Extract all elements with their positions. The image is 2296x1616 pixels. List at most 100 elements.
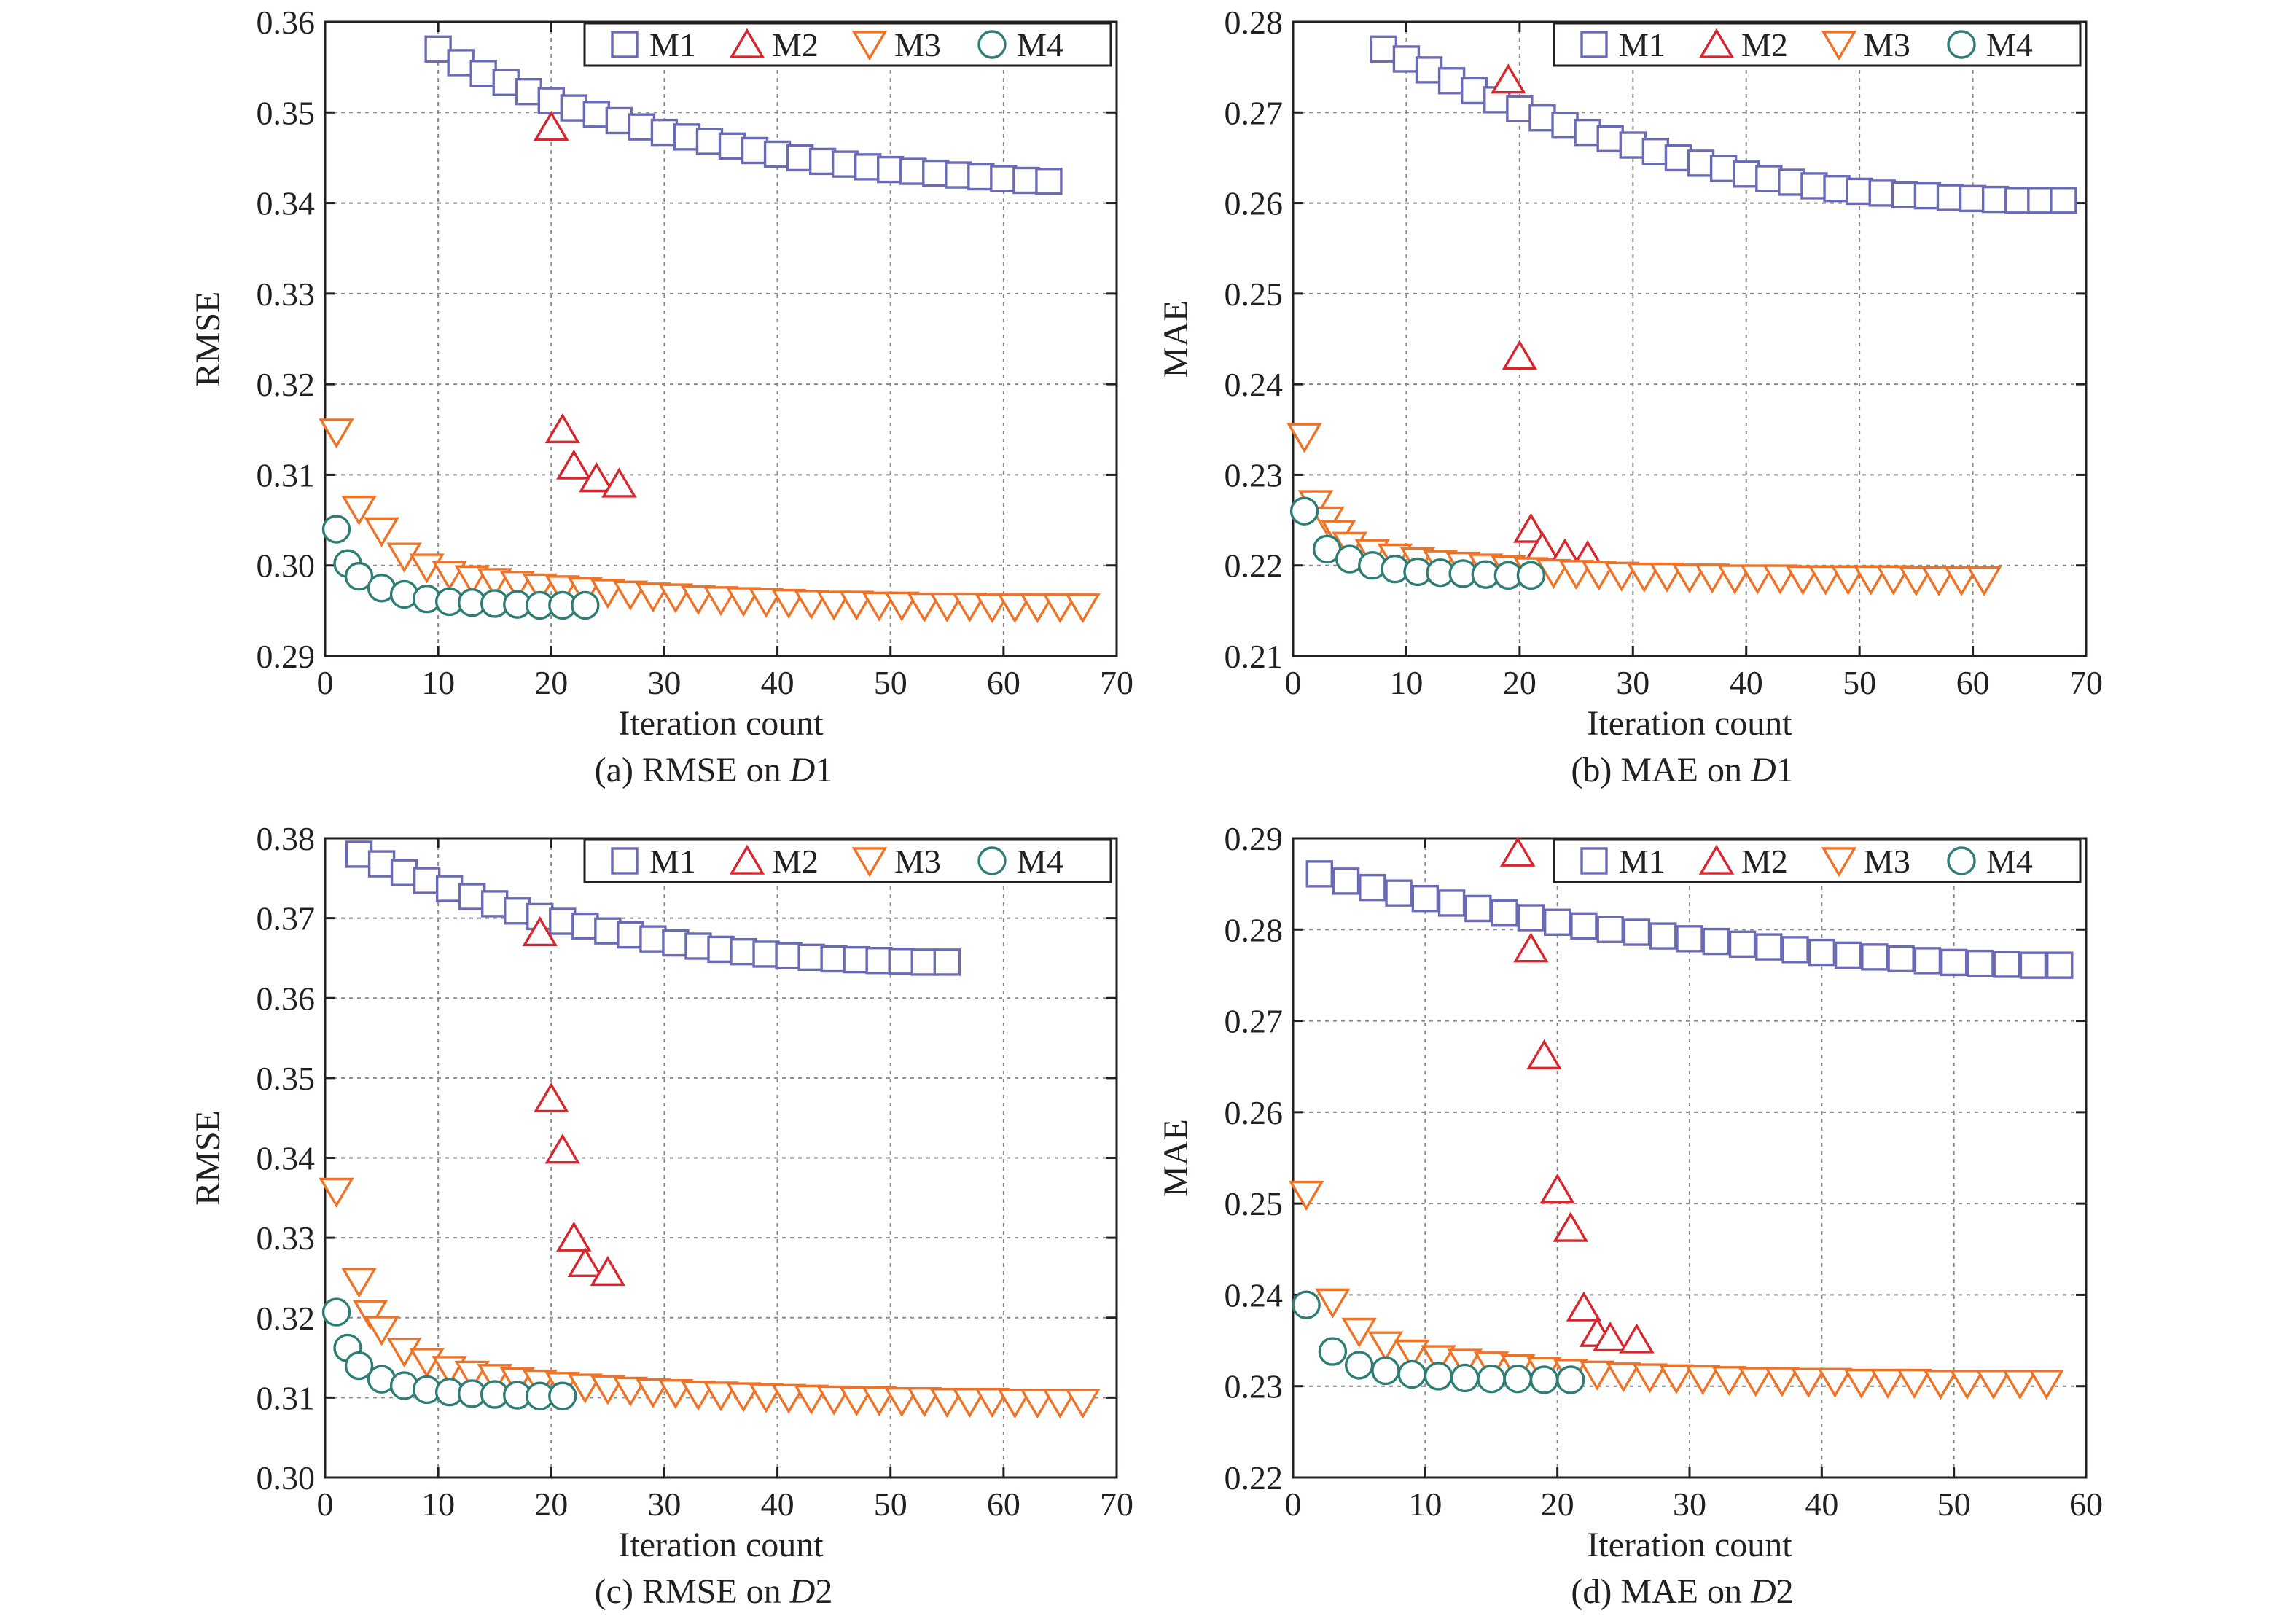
- data-point-M3: [1632, 1363, 1668, 1394]
- legend-label-M2: M2: [1741, 843, 1788, 880]
- data-point-M3: [1042, 593, 1078, 624]
- legend-box: [1553, 838, 2082, 883]
- data-point-M3: [1830, 565, 1866, 596]
- data-point-M1: [1936, 184, 1964, 211]
- data-point-M1: [1385, 879, 1413, 907]
- series-M4: [1292, 1290, 1585, 1394]
- data-point-M2: [601, 467, 637, 498]
- y-tick-label: 0.27: [1225, 94, 1284, 131]
- x-tick-label: 0: [317, 664, 334, 701]
- series-M4: [321, 515, 600, 620]
- data-point-M3: [635, 582, 671, 613]
- x-tick-label: 20: [1541, 1486, 1574, 1523]
- data-point-M1: [1305, 860, 1333, 888]
- data-point-M1: [1411, 884, 1440, 913]
- caption-text: (c) RMSE on: [595, 1572, 790, 1611]
- caption-dataset-letter: D: [1750, 1572, 1776, 1611]
- data-point-M1: [1887, 945, 1915, 973]
- x-tick-label: 30: [1673, 1486, 1706, 1523]
- data-point-M1: [1574, 118, 1601, 147]
- data-point-M1: [899, 157, 927, 185]
- data-point-M1: [718, 132, 746, 160]
- data-point-M1: [786, 144, 814, 172]
- data-point-M3: [2002, 1370, 2038, 1400]
- data-point-M1: [933, 948, 961, 976]
- chart-panel-c: 0 10 20 30 40 50 60 70 0.30 0.31 0.32 0.33 0.34 0.35 0…: [189, 820, 1133, 1611]
- x-tick-label: 40: [1730, 664, 1763, 701]
- data-point-M3: [748, 588, 784, 618]
- data-point-M1: [345, 840, 373, 868]
- data-point-M3: [1923, 1370, 1959, 1400]
- data-point-M1: [1800, 172, 1828, 200]
- legend-label-M2: M2: [1741, 26, 1788, 63]
- data-point-M1: [1778, 168, 1805, 196]
- x-axis-label: Iteration count: [1587, 1526, 1792, 1564]
- legend-marker-M4: [977, 30, 1007, 59]
- data-point-M1: [1415, 56, 1443, 84]
- y-tick-label: 0.23: [1225, 456, 1284, 493]
- data-point-M4: [1529, 1365, 1559, 1394]
- data-point-M3: [364, 1316, 399, 1346]
- data-point-M3: [1808, 565, 1843, 596]
- data-point-M3: [1711, 1366, 1747, 1397]
- data-point-M1: [865, 947, 893, 975]
- series-M4: [1289, 496, 1546, 590]
- series-M4: [321, 1297, 577, 1410]
- data-point-M3: [657, 583, 694, 614]
- data-point-M3: [612, 1376, 649, 1407]
- data-point-M3: [952, 1388, 988, 1418]
- data-point-M3: [454, 565, 490, 596]
- data-point-M4: [1318, 1337, 1348, 1366]
- chart-panels: 0 10 20 30 40 50 60 700.290.300.310.320.330.340…: [189, 4, 2103, 1611]
- data-point-M3: [319, 418, 354, 449]
- data-point-M1: [1664, 144, 1692, 172]
- chart-panel-a: 0 10 20 30 40 50 60 70 0.29 0.30 0.31 0.32 0.33 0.34 0…: [189, 4, 1133, 789]
- data-point-M2: [1526, 1039, 1562, 1069]
- y-axis-label: RMSE: [189, 292, 227, 387]
- data-point-M4: [1344, 1351, 1374, 1380]
- legend-marker-M2: [1698, 844, 1735, 875]
- legend-marker-M4: [1947, 30, 1976, 59]
- x-tick-label: 20: [534, 1486, 568, 1523]
- y-tick-label: 0.35: [257, 94, 316, 131]
- data-point-M3: [975, 593, 1010, 624]
- data-point-M3: [680, 585, 716, 616]
- legend-marker-M3: [851, 31, 888, 61]
- x-tick-label: 70: [2069, 664, 2103, 701]
- data-point-M3: [1581, 561, 1617, 591]
- caption-text: (d) MAE on: [1571, 1572, 1751, 1611]
- y-axis-label: MAE: [1157, 1119, 1195, 1197]
- data-point-M1: [1981, 185, 2010, 214]
- y-tick-label: 0.29: [1225, 820, 1284, 857]
- data-point-M3: [1943, 566, 1980, 596]
- y-tick-label: 0.35: [257, 1060, 316, 1097]
- data-point-M1: [1823, 174, 1851, 203]
- data-point-M1: [2050, 187, 2077, 214]
- data-point-M1: [967, 163, 995, 191]
- data-point-M1: [888, 948, 915, 975]
- y-tick-label: 0.32: [257, 366, 316, 403]
- data-point-M3: [793, 590, 829, 620]
- data-point-M1: [1641, 138, 1670, 165]
- data-point-M2: [1553, 1211, 1589, 1242]
- data-point-M3: [1604, 561, 1639, 592]
- data-point-M2: [1491, 63, 1526, 94]
- data-point-M1: [1392, 45, 1421, 73]
- data-point-M1: [537, 87, 565, 114]
- data-point-M1: [594, 917, 622, 945]
- data-point-M3: [1065, 1389, 1101, 1419]
- data-point-M3: [929, 1388, 965, 1418]
- series-M3: [319, 418, 1101, 624]
- chart-panel-b: 0 10 20 30 40 50 60 70 0.21 0.22 0.23 0.24 0.25 0.26 0…: [1157, 4, 2103, 789]
- legend-marker-M1: [611, 847, 639, 875]
- caption-text: (a) RMSE on: [595, 751, 790, 789]
- y-tick-label: 0.25: [1225, 1185, 1284, 1222]
- data-point-M3: [1288, 1180, 1324, 1211]
- data-point-M1: [2027, 187, 2055, 214]
- legend-marker-M2: [729, 844, 765, 875]
- data-point-M3: [838, 1386, 875, 1417]
- x-tick-label: 10: [1389, 664, 1423, 701]
- data-point-M3: [929, 592, 965, 622]
- data-point-M1: [1728, 930, 1757, 959]
